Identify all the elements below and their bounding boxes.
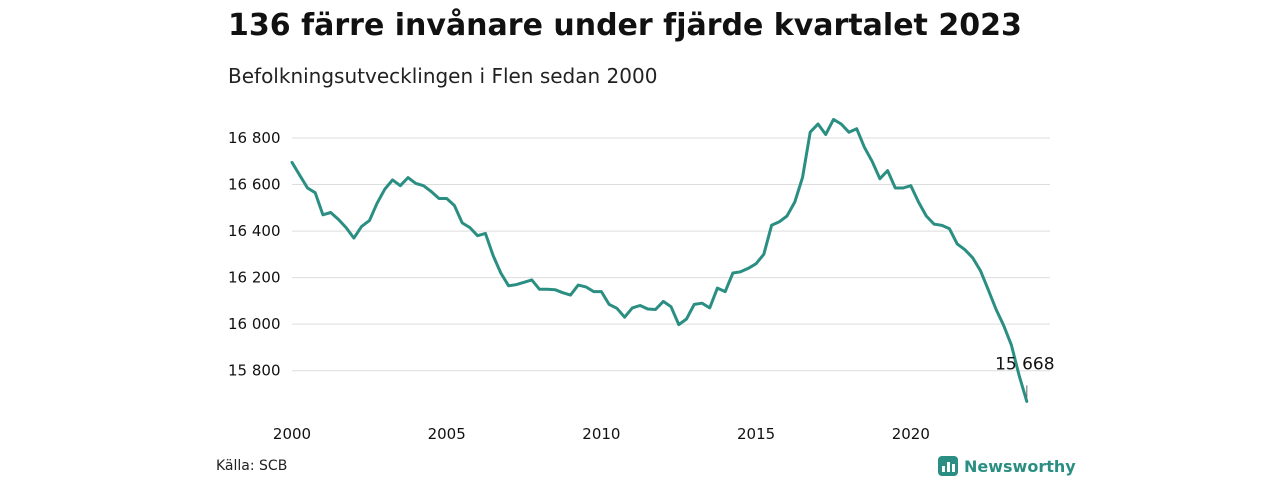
- y-tick-label: 16 400: [228, 222, 281, 240]
- x-tick-label: 2000: [273, 425, 311, 443]
- y-tick-label: 16 200: [228, 269, 281, 287]
- series-line: [290, 117, 1029, 403]
- y-tick-label: 16 800: [228, 129, 281, 147]
- x-tick-label: 2020: [892, 425, 930, 443]
- y-tick-label: 16 000: [228, 315, 281, 333]
- y-tick-label: 15 800: [228, 362, 281, 380]
- brand-name: Newsworthy: [964, 456, 1076, 476]
- annotation-label: 15 668: [995, 354, 1054, 374]
- bar-chart-logo-icon: [938, 456, 958, 476]
- x-tick-label: 2010: [582, 425, 620, 443]
- chart-subtitle: Befolkningsutvecklingen i Flen sedan 200…: [228, 64, 658, 88]
- source-label: Källa: SCB: [216, 458, 288, 474]
- y-tick-label: 16 600: [228, 176, 281, 194]
- brand-logo: Newsworthy: [938, 455, 1076, 477]
- chart-title: 136 färre invånare under fjärde kvartale…: [228, 8, 1022, 43]
- x-tick-label: 2005: [428, 425, 466, 443]
- x-tick-label: 2015: [737, 425, 775, 443]
